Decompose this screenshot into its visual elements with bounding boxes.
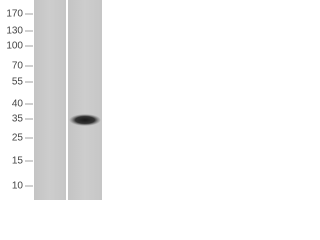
- lane-2: [68, 0, 102, 200]
- marker-label: 25: [12, 133, 24, 144]
- marker-label: 70: [12, 61, 24, 72]
- marker-label: 10: [12, 181, 24, 192]
- marker-label: 35: [12, 114, 24, 125]
- marker-label: 170: [6, 9, 23, 20]
- marker-label: 55: [12, 77, 24, 88]
- marker-label: 100: [6, 41, 23, 52]
- marker-label: 130: [6, 26, 23, 37]
- marker-label: 40: [12, 99, 24, 110]
- marker-ladder: 170 130 100 70 55 40 35 25 15 10: [6, 9, 33, 192]
- marker-label: 15: [12, 156, 24, 167]
- western-blot: 170 130 100 70 55 40 35 25 15 10: [6, 0, 102, 200]
- lane-1: [34, 0, 66, 200]
- protein-band: [69, 114, 101, 126]
